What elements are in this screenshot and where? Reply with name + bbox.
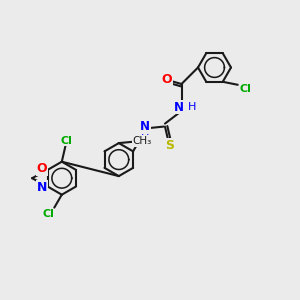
Text: O: O: [161, 73, 172, 86]
Text: N: N: [37, 181, 47, 194]
Text: H: H: [141, 134, 149, 145]
Text: N: N: [140, 120, 150, 133]
Text: H: H: [188, 102, 196, 112]
Text: CH₃: CH₃: [132, 136, 152, 146]
Text: Cl: Cl: [42, 209, 54, 219]
Text: S: S: [165, 139, 174, 152]
Text: O: O: [37, 162, 47, 175]
Text: Cl: Cl: [61, 136, 73, 146]
Text: N: N: [174, 100, 184, 114]
Text: Cl: Cl: [239, 84, 251, 94]
